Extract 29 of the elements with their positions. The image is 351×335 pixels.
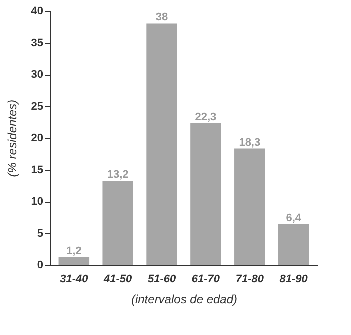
data-label: 6,4 <box>286 212 302 224</box>
bar <box>146 24 178 265</box>
y-tick-label: 10 <box>31 196 44 208</box>
bar <box>234 148 266 265</box>
y-axis-title: (% residentes) <box>5 100 20 178</box>
bar <box>190 123 222 265</box>
bar <box>102 181 134 265</box>
data-label: 22,3 <box>195 111 217 124</box>
x-tick-label: 41-50 <box>103 274 134 286</box>
y-tick-label: 35 <box>31 37 44 50</box>
bar <box>58 257 90 265</box>
y-tick-label: 5 <box>37 228 44 240</box>
data-label: 38 <box>156 12 168 24</box>
x-tick-label: 71-80 <box>236 274 265 286</box>
x-tick-label: 61-70 <box>192 274 221 286</box>
y-tick-label: 30 <box>31 69 44 81</box>
y-tick-label: 0 <box>37 260 44 272</box>
y-tick-label: 40 <box>31 6 44 18</box>
y-tick-label: 15 <box>31 164 44 176</box>
x-tick-label: 81-90 <box>280 274 309 286</box>
bar <box>278 224 310 265</box>
data-label: 1,2 <box>66 245 82 258</box>
data-label: 13,2 <box>107 169 129 182</box>
x-tick-label: 51-60 <box>148 274 177 286</box>
x-axis-title: (intervalos de edad) <box>131 292 238 306</box>
data-label: 18,3 <box>239 136 261 149</box>
y-tick-label: 20 <box>31 132 44 144</box>
x-tick-label: 31-40 <box>60 274 90 286</box>
y-tick-label: 25 <box>31 100 44 113</box>
